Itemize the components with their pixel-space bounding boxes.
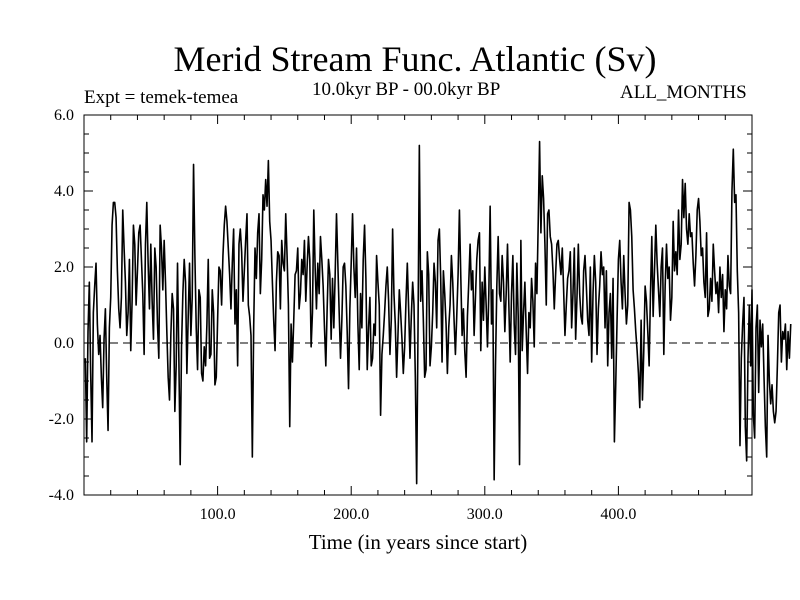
- y-tick-label: 2.0: [54, 259, 74, 276]
- chart-title: Merid Stream Func. Atlantic (Sv): [173, 39, 657, 79]
- series-line-0: [84, 140, 792, 485]
- period-subtitle: 10.0kyr BP - 00.0kyr BP: [312, 79, 501, 100]
- y-tick-label: 0.0: [54, 335, 74, 352]
- y-tick-label: -4.0: [49, 487, 74, 504]
- y-tick-label: 6.0: [54, 107, 74, 124]
- y-tick-label: -2.0: [49, 411, 74, 428]
- x-tick-label: 300.0: [467, 506, 503, 523]
- x-tick-label: 400.0: [600, 506, 636, 523]
- x-tick-label: 200.0: [333, 506, 369, 523]
- x-axis-label: Time (in years since start): [309, 530, 528, 554]
- y-tick-label: 4.0: [54, 183, 74, 200]
- experiment-label: Expt = temek-temea: [84, 87, 239, 108]
- season-label: ALL_MONTHS: [620, 82, 747, 103]
- x-tick-label: 100.0: [200, 506, 236, 523]
